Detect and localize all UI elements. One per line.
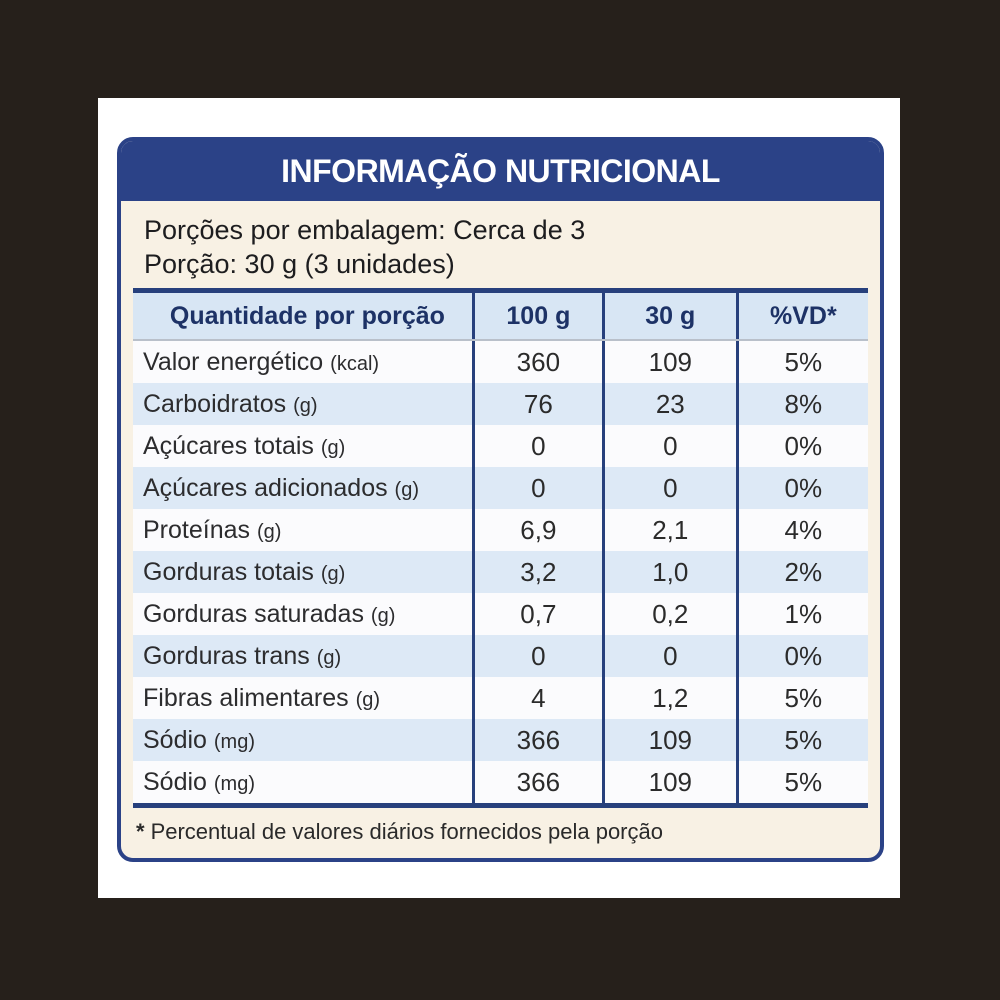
table-row: Açúcares totais (g) 0 0 0% — [133, 425, 868, 467]
nutrition-label-header: INFORMAÇÃO NUTRICIONAL — [121, 141, 880, 201]
row-value-100g: 76 — [471, 383, 602, 425]
footnote-asterisk: * — [136, 819, 145, 844]
row-value-100g: 3,2 — [471, 551, 602, 593]
table-row: Gorduras totais (g) 3,2 1,0 2% — [133, 551, 868, 593]
row-nutrient-unit: (g) — [320, 562, 346, 585]
row-nutrient-label: Fibras alimentares (g) — [143, 683, 381, 712]
row-value-30g: 23 — [601, 383, 736, 425]
row-value-vd: 5% — [735, 761, 868, 803]
row-nutrient-label: Sódio (mg) — [143, 725, 255, 754]
table-row: Valor energético (kcal) 360 109 5% — [133, 341, 868, 383]
row-nutrient-unit: (g) — [394, 478, 419, 501]
serving-size-line: Porção: 30 g (3 unidades) — [144, 248, 455, 279]
row-value-vd: 5% — [735, 677, 868, 719]
row-value-30g: 2,1 — [601, 509, 736, 551]
column-header-30g: 30 g — [601, 293, 736, 339]
row-value-vd: 0% — [735, 425, 868, 467]
row-value-30g: 1,0 — [601, 551, 736, 593]
row-nutrient-label: Sódio (mg) — [143, 767, 255, 796]
row-nutrient-label: Açúcares adicionados (g) — [143, 473, 419, 502]
row-nutrient-unit: (g) — [256, 520, 282, 543]
nutrition-label-title: INFORMAÇÃO NUTRICIONAL — [281, 152, 720, 189]
row-value-vd: 8% — [735, 383, 868, 425]
row-value-vd: 0% — [735, 635, 868, 677]
servings-per-package-line: Porções por embalagem: Cerca de 3 — [144, 215, 586, 245]
row-value-100g: 4 — [471, 677, 602, 719]
row-value-100g: 0 — [471, 635, 602, 677]
row-value-100g: 360 — [471, 341, 602, 383]
white-backdrop-panel: INFORMAÇÃO NUTRICIONAL Porções por embal… — [98, 98, 900, 898]
row-value-vd: 5% — [735, 341, 868, 383]
row-value-30g: 0 — [601, 425, 736, 467]
row-nutrient-unit: (g) — [355, 688, 381, 711]
row-nutrient-label: Gorduras totais (g) — [143, 557, 346, 586]
row-value-vd: 0% — [735, 467, 868, 509]
nutrition-table-body: Valor energético (kcal) 360 109 5% Carboidra… — [133, 341, 868, 803]
table-row: Gorduras saturadas (g) 0,7 0,2 1% — [133, 593, 868, 635]
row-nutrient-unit: (mg) — [213, 730, 255, 753]
table-row: Gorduras trans (g) 0 0 0% — [133, 635, 868, 677]
table-row: Sódio (mg) 366 109 5% — [133, 719, 868, 761]
row-nutrient-label: Valor energético (kcal) — [143, 347, 380, 376]
row-nutrient-unit: (g) — [293, 394, 318, 417]
row-value-30g: 109 — [601, 341, 736, 383]
nutrition-table: Quantidade por porção 100 g 30 g %VD* Va… — [133, 288, 868, 808]
row-value-30g: 0 — [601, 467, 736, 509]
row-nutrient-label: Gorduras saturadas (g) — [143, 599, 396, 628]
row-value-100g: 6,9 — [471, 509, 602, 551]
row-nutrient-unit: (g) — [370, 604, 396, 627]
row-value-30g: 0,2 — [601, 593, 736, 635]
row-value-30g: 1,2 — [601, 677, 736, 719]
nutrition-table-header-row: Quantidade por porção 100 g 30 g %VD* — [133, 293, 868, 341]
table-row: Proteínas (g) 6,9 2,1 4% — [133, 509, 868, 551]
serving-info: Porções por embalagem: Cerca de 3 Porção… — [121, 201, 880, 288]
column-header-quantity: Quantidade por porção — [169, 301, 445, 330]
row-nutrient-label: Gorduras trans (g) — [143, 641, 342, 670]
row-value-100g: 366 — [471, 761, 602, 803]
table-row: Fibras alimentares (g) 4 1,2 5% — [133, 677, 868, 719]
row-value-100g: 0 — [471, 425, 602, 467]
row-nutrient-unit: (g) — [316, 646, 342, 669]
row-value-vd: 4% — [735, 509, 868, 551]
footnote-text: Percentual de valores diários fornecidos… — [150, 819, 663, 844]
row-nutrient-label: Açúcares totais (g) — [143, 431, 346, 460]
table-row: Açúcares adicionados (g) 0 0 0% — [133, 467, 868, 509]
row-value-30g: 109 — [601, 761, 736, 803]
row-value-100g: 0,7 — [471, 593, 602, 635]
row-value-vd: 5% — [735, 719, 868, 761]
nutrition-label-card: INFORMAÇÃO NUTRICIONAL Porções por embal… — [117, 137, 884, 862]
table-row: Sódio (mg) 366 109 5% — [133, 761, 868, 803]
row-value-30g: 109 — [601, 719, 736, 761]
row-nutrient-label: Proteínas (g) — [143, 515, 282, 544]
column-header-100g: 100 g — [471, 293, 602, 339]
row-nutrient-label: Carboidratos (g) — [143, 389, 318, 418]
row-nutrient-unit: (g) — [320, 436, 346, 459]
row-value-vd: 2% — [735, 551, 868, 593]
footnote: * Percentual de valores diários fornecido… — [121, 808, 880, 845]
row-nutrient-unit: (mg) — [213, 772, 255, 795]
row-value-100g: 0 — [471, 467, 602, 509]
row-value-vd: 1% — [735, 593, 868, 635]
column-header-vd: %VD* — [735, 293, 868, 339]
row-value-30g: 0 — [601, 635, 736, 677]
table-row: Carboidratos (g) 76 23 8% — [133, 383, 868, 425]
row-value-100g: 366 — [471, 719, 602, 761]
row-nutrient-unit: (kcal) — [330, 352, 380, 375]
